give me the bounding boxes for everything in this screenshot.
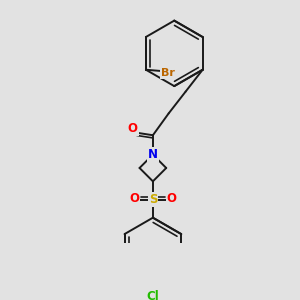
Text: O: O: [128, 122, 138, 135]
Text: Cl: Cl: [146, 290, 159, 300]
Text: O: O: [167, 192, 177, 205]
Text: N: N: [148, 148, 158, 161]
Text: Br: Br: [161, 68, 175, 78]
Text: S: S: [148, 193, 157, 206]
Text: O: O: [129, 192, 139, 205]
